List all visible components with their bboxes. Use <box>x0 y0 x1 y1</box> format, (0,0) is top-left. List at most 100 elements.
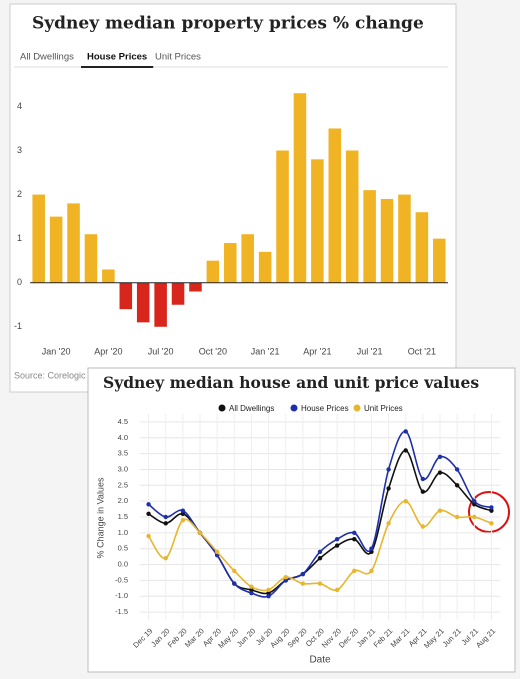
bar <box>119 282 133 310</box>
highlight-circle <box>468 491 510 533</box>
data-point <box>300 571 306 577</box>
y-tick-label: 2.0 <box>118 496 128 505</box>
legend-swatch <box>290 404 298 412</box>
data-point <box>163 521 168 526</box>
tab[interactable]: House Prices <box>87 52 147 63</box>
data-point <box>249 587 254 593</box>
y-tick-label: 3 <box>17 145 22 155</box>
y-tick-label: 0.5 <box>118 544 128 553</box>
x-tick-label: Jan '20 <box>42 346 71 356</box>
y-tick-label: 1.5 <box>118 512 128 521</box>
data-point <box>146 533 151 539</box>
bar <box>433 238 446 283</box>
y-tick-label: 4.0 <box>118 433 128 442</box>
bar <box>206 260 220 283</box>
bar <box>67 203 80 283</box>
data-point <box>489 508 494 513</box>
bar <box>49 216 63 283</box>
data-point <box>317 549 323 555</box>
y-tick-label: 3.0 <box>118 464 128 473</box>
x-tick-label: Apr '21 <box>303 346 331 356</box>
data-point <box>163 514 168 520</box>
data-point <box>352 530 357 536</box>
data-point <box>249 590 254 596</box>
data-point <box>214 549 220 555</box>
bar <box>102 269 115 283</box>
data-point <box>180 517 186 523</box>
data-point <box>266 594 271 599</box>
data-point <box>489 521 494 526</box>
y-tick-label: -1.5 <box>115 607 128 616</box>
data-point <box>386 486 391 491</box>
legend-swatch <box>353 404 361 412</box>
data-point <box>146 502 151 507</box>
x-tick-label: Jan '21 <box>251 346 280 356</box>
chart-title: Sydney median property prices % change <box>32 14 424 34</box>
bar <box>171 282 185 305</box>
data-point <box>454 467 460 472</box>
data-point <box>472 514 477 520</box>
bar <box>311 159 324 283</box>
data-point <box>420 524 426 529</box>
panel <box>87 367 516 673</box>
data-point <box>266 590 271 596</box>
y-tick-label: -0.5 <box>115 575 128 584</box>
data-point <box>180 508 186 513</box>
bar <box>189 282 202 292</box>
data-point <box>283 575 288 580</box>
data-point <box>232 568 237 574</box>
data-point <box>146 511 151 517</box>
x-tick-label: Oct '21 <box>408 346 436 356</box>
x-tick-label: Jul '20 <box>148 346 174 356</box>
chart-title: Sydney median house and unit price value… <box>103 373 479 392</box>
data-point <box>300 581 306 586</box>
data-point <box>472 498 477 504</box>
data-point <box>403 448 408 453</box>
bar <box>363 190 376 283</box>
y-tick-label: 2 <box>17 189 22 199</box>
data-point <box>334 587 340 593</box>
y-tick-label: 3.5 <box>118 449 128 458</box>
data-point <box>420 489 426 494</box>
data-point <box>437 508 443 513</box>
y-tick-label: 0 <box>17 277 22 287</box>
data-point <box>232 581 237 586</box>
y-tick-label: 1 <box>17 233 22 243</box>
tab[interactable]: Unit Prices <box>155 52 201 63</box>
bar <box>398 194 411 283</box>
bar <box>293 93 307 283</box>
y-tick-label: 4.5 <box>118 417 128 426</box>
legend-swatch <box>218 404 226 412</box>
data-point <box>386 521 391 526</box>
panel <box>9 3 457 393</box>
x-tick-label: Apr '20 <box>94 346 122 356</box>
legend-label: Unit Prices <box>364 404 403 413</box>
tab[interactable]: All Dwellings <box>20 52 74 63</box>
bar <box>224 243 237 283</box>
data-point <box>180 511 186 517</box>
bar <box>84 234 98 283</box>
data-point <box>163 556 168 561</box>
data-point <box>454 483 460 488</box>
source: Source: Corelogic <box>14 370 86 380</box>
legend-label: All Dwellings <box>229 404 274 413</box>
bar <box>136 282 150 323</box>
data-point <box>454 514 460 520</box>
data-point <box>334 543 340 548</box>
y-tick-label: 1.0 <box>118 528 128 537</box>
bar <box>328 128 342 283</box>
data-point <box>249 584 254 589</box>
y-tick-label: -1 <box>14 321 22 331</box>
bar <box>380 198 394 283</box>
bar <box>241 234 254 283</box>
bar <box>258 251 272 283</box>
y-tick-label: -1.0 <box>115 591 128 600</box>
data-point <box>403 429 408 434</box>
bar <box>415 212 429 283</box>
data-point <box>437 454 443 459</box>
y-tick-label: 4 <box>17 101 22 111</box>
bar <box>276 150 289 283</box>
data-point <box>317 581 323 586</box>
bar <box>154 282 167 327</box>
